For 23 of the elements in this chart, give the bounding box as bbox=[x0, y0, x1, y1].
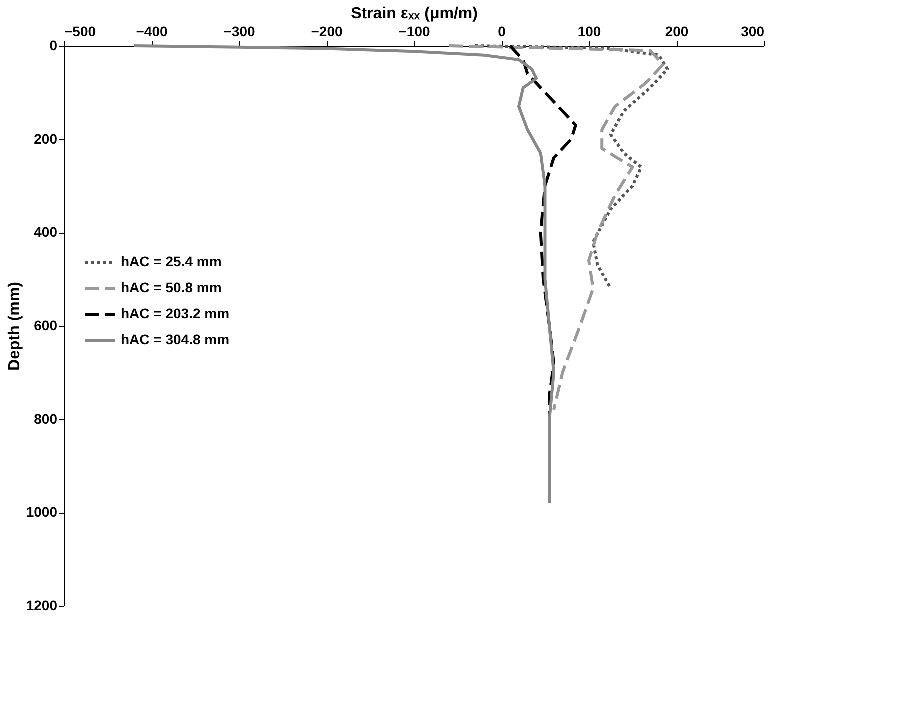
x-tick-label: 200 bbox=[665, 24, 689, 40]
x-tick-label: −500 bbox=[64, 24, 96, 40]
x-tick-label: −100 bbox=[398, 24, 430, 40]
legend-label: hAC = 50.8 mm bbox=[121, 280, 222, 296]
x-axis-title: Strain εₓₓ (μm/m) bbox=[351, 6, 478, 22]
line-series bbox=[448, 44, 665, 412]
legend-label: hAC = 25.4 mm bbox=[121, 254, 222, 270]
x-tick-label: −400 bbox=[136, 24, 168, 40]
y-tick-label: 600 bbox=[34, 318, 58, 334]
x-tick-label: −200 bbox=[311, 24, 343, 40]
legend-label: hAC = 203.2 mm bbox=[121, 306, 230, 322]
y-tick-label: 0 bbox=[50, 38, 58, 54]
y-tick-label: 1000 bbox=[26, 504, 58, 520]
legend-label: hAC = 304.8 mm bbox=[121, 332, 230, 348]
x-tick-label: 100 bbox=[578, 24, 602, 40]
x-tick-label: 300 bbox=[741, 24, 765, 40]
y-axis-title: Depth (mm) bbox=[6, 282, 24, 371]
y-tick-label: 400 bbox=[34, 224, 58, 240]
y-tick-label: 1200 bbox=[26, 598, 58, 614]
y-tick-label: 800 bbox=[34, 410, 58, 427]
y-tick-label: 200 bbox=[34, 130, 58, 147]
x-tick-label: −300 bbox=[224, 24, 256, 40]
x-tick-label: 0 bbox=[498, 24, 506, 40]
